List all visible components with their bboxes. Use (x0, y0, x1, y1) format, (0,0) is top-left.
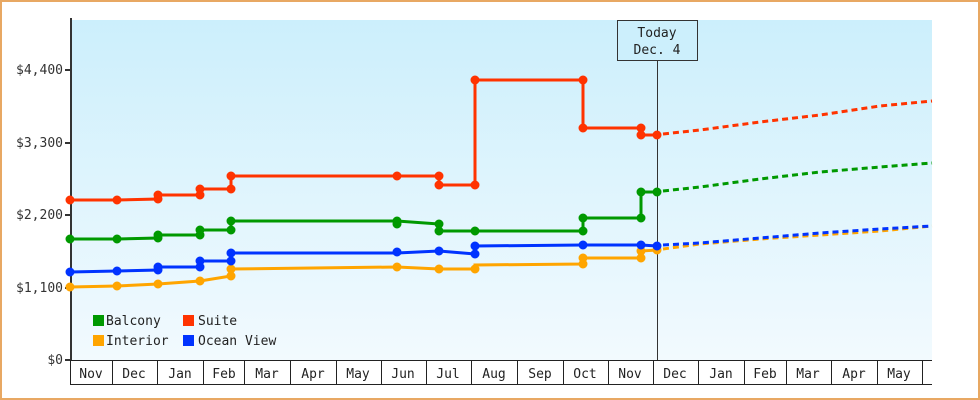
month-label: Feb (212, 367, 236, 382)
month-label: Apr (301, 367, 325, 382)
legend-swatch-balcony (93, 315, 104, 326)
legend-label: Interior (106, 334, 169, 349)
y-tick-label: $1,100 (16, 281, 63, 296)
month-label: May (887, 367, 911, 382)
month-label: May (346, 367, 370, 382)
legend-swatch-suite (183, 315, 194, 326)
month-label: Sep (528, 367, 552, 382)
month-label: Nov (79, 367, 103, 382)
y-tick-label: $4,400 (16, 63, 63, 78)
today-label: Today (637, 26, 676, 41)
month-label: Jul (436, 367, 459, 382)
series-suite (65, 75, 933, 205)
month-label: Mar (796, 367, 820, 382)
y-tick-label: $2,200 (16, 208, 63, 223)
month-label: Feb (753, 367, 777, 382)
month-label: Jun (391, 367, 414, 382)
legend-label: Suite (198, 314, 237, 329)
x-axis-labels: Nov Dec Jan Feb Mar Apr May Jun Jul Aug … (79, 367, 911, 382)
month-label: Oct (573, 367, 596, 382)
legend-swatch-interior (93, 335, 104, 346)
month-label: Jan (709, 367, 732, 382)
y-axis: $0 $1,100 $2,200 $3,300 $4,400 (16, 18, 72, 368)
series-balcony (65, 161, 933, 244)
month-label: Mar (255, 367, 279, 382)
legend: Balcony Suite Interior Ocean View (93, 314, 276, 349)
legend-swatch-ocean-view (183, 335, 194, 346)
x-axis (70, 360, 932, 385)
month-label: Jan (168, 367, 191, 382)
legend-label: Balcony (106, 314, 161, 329)
legend-label: Ocean View (198, 334, 276, 349)
y-tick-label: $0 (47, 353, 63, 368)
today-marker: Today Dec. 4 (617, 20, 698, 360)
month-label: Apr (842, 367, 866, 382)
y-tick-label: $3,300 (16, 136, 63, 151)
month-label: Dec (663, 367, 686, 382)
today-date-label: Dec. 4 (634, 43, 681, 58)
month-label: Nov (618, 367, 642, 382)
month-label: Aug (482, 367, 505, 382)
month-label: Dec (122, 367, 145, 382)
series-ocean-view (65, 224, 933, 277)
